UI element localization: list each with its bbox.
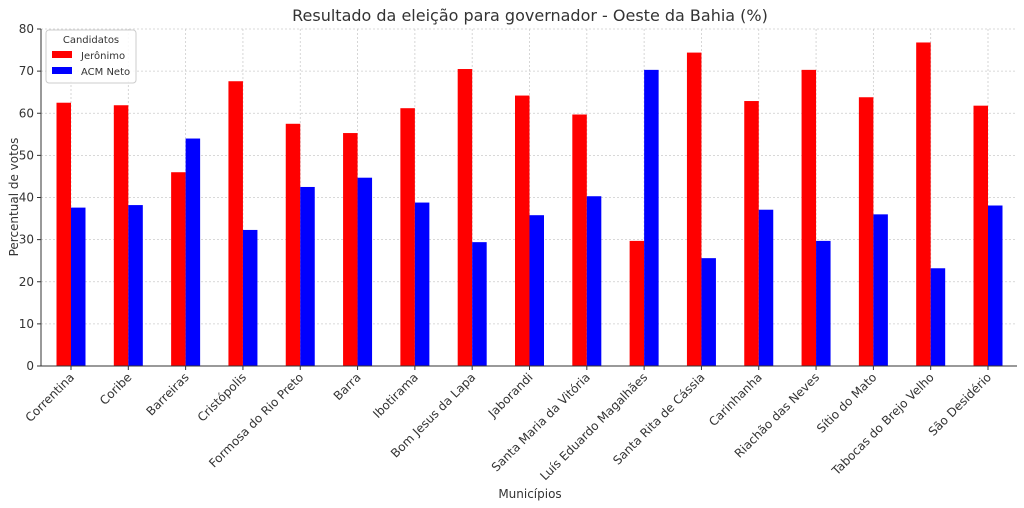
x-tick-label: Jaborandi (485, 370, 536, 421)
y-tick-label: 20 (19, 275, 34, 289)
bar-acm-neto (586, 196, 602, 366)
y-axis-label: Percentual de votos (7, 138, 21, 257)
bar-acm-neto (644, 69, 659, 366)
bar-jeronimo (916, 42, 931, 366)
legend-label-jeronimo: Jerônimo (80, 50, 125, 62)
bar-acm-neto (242, 229, 258, 366)
bar-jeronimo (572, 114, 587, 366)
bar-jeronimo (228, 81, 243, 367)
x-tick-label: Sítio do Mato (814, 370, 880, 436)
y-tick-label: 0 (26, 359, 34, 373)
bar-jeronimo (113, 105, 129, 366)
chart-title: Resultado da eleição para governador - O… (292, 6, 768, 25)
x-tick-label: Carinhanha (706, 370, 765, 429)
bar-acm-neto (128, 205, 143, 366)
bar-acm-neto (988, 205, 1003, 366)
bar-acm-neto (414, 202, 430, 366)
bar-jeronimo (343, 133, 358, 366)
legend: Candidatos Jerônimo ACM Neto (45, 29, 137, 84)
bar-acm-neto (816, 240, 831, 366)
bar-jeronimo (858, 97, 874, 367)
bar-jeronimo (686, 52, 702, 367)
bar-jeronimo (285, 123, 301, 366)
bar-acm-neto (873, 214, 888, 366)
bar-jeronimo (457, 69, 473, 367)
bar-jeronimo (801, 69, 817, 366)
x-tick-label: Ibotirama (370, 370, 421, 421)
y-tick-label: 30 (19, 233, 34, 247)
x-tick-label: Correntina (23, 370, 78, 425)
y-tick-label: 40 (19, 191, 34, 205)
legend-title: Candidatos (63, 35, 119, 46)
legend-label-acm-neto: ACM Neto (81, 67, 130, 78)
y-tick-label: 60 (19, 106, 34, 120)
x-tick-label: Santa Maria da Vitória (489, 370, 593, 474)
y-tick-label: 80 (19, 22, 34, 36)
bar-acm-neto (529, 215, 544, 366)
bar-acm-neto (472, 242, 487, 366)
bar-jeronimo (744, 101, 759, 366)
bar-jeronimo (171, 172, 186, 366)
x-tick-label: Cristópolis (195, 370, 249, 424)
x-tick-label: Tabocas do Brejo Velho (828, 370, 936, 478)
y-tick-label: 70 (19, 64, 34, 78)
bar-acm-neto (185, 138, 201, 366)
bar-jeronimo (400, 108, 415, 366)
bar-jeronimo (629, 240, 645, 366)
bar-jeronimo (973, 105, 988, 366)
bar-jeronimo (56, 102, 71, 366)
bar-acm-neto (357, 177, 373, 366)
x-tick-label: Barreiras (143, 370, 191, 418)
bar-acm-neto (930, 268, 946, 366)
legend-swatch-jeronimo (52, 51, 72, 58)
legend-swatch-acm-neto (52, 67, 72, 74)
x-tick-label: Coribe (97, 370, 134, 407)
y-tick-label: 10 (19, 317, 34, 331)
x-tick-label: Luís Eduardo Magalhães (537, 370, 650, 483)
x-tick-label: Barra (331, 370, 364, 403)
bar-jeronimo (515, 95, 530, 367)
x-axis-label: Municípios (498, 487, 561, 501)
bar-acm-neto (71, 207, 86, 366)
bar-acm-neto (758, 209, 774, 366)
bar-acm-neto (701, 258, 716, 366)
bars (56, 42, 1003, 367)
y-tick-label: 50 (19, 148, 34, 162)
x-tick-label: Formosa do Rio Preto (206, 370, 306, 470)
bar-acm-neto (300, 186, 315, 366)
